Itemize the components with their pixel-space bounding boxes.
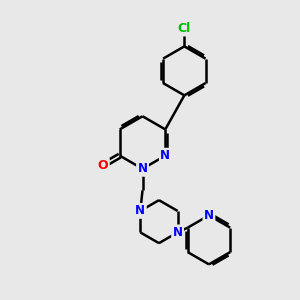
Text: Cl: Cl: [178, 22, 191, 35]
Text: N: N: [204, 209, 214, 222]
Text: N: N: [137, 162, 148, 175]
Text: N: N: [160, 149, 170, 162]
Text: N: N: [135, 204, 145, 218]
Text: O: O: [98, 159, 108, 172]
Text: N: N: [172, 226, 183, 239]
